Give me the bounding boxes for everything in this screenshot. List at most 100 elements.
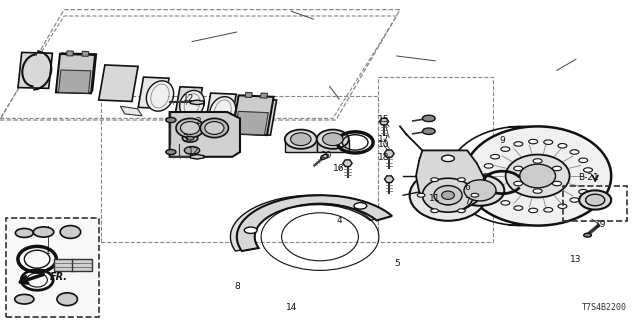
Text: 7: 7	[465, 197, 470, 206]
Ellipse shape	[464, 126, 611, 226]
Text: 8: 8	[234, 282, 239, 291]
Ellipse shape	[182, 134, 198, 142]
Ellipse shape	[176, 118, 204, 138]
Polygon shape	[82, 51, 89, 56]
Ellipse shape	[456, 175, 504, 206]
Ellipse shape	[15, 294, 34, 304]
Text: 1: 1	[45, 247, 51, 256]
Ellipse shape	[514, 166, 523, 171]
Ellipse shape	[529, 208, 538, 213]
Ellipse shape	[422, 178, 474, 212]
Ellipse shape	[491, 155, 500, 159]
Polygon shape	[191, 155, 204, 159]
Polygon shape	[180, 91, 204, 117]
Polygon shape	[58, 53, 96, 91]
Bar	[285, 140, 317, 152]
Bar	[6, 218, 99, 317]
Ellipse shape	[570, 150, 579, 154]
Ellipse shape	[586, 194, 605, 206]
Ellipse shape	[317, 130, 349, 149]
Ellipse shape	[205, 122, 224, 134]
Ellipse shape	[471, 193, 479, 197]
Polygon shape	[232, 95, 274, 135]
Text: 11: 11	[429, 194, 441, 203]
Polygon shape	[343, 160, 352, 166]
Ellipse shape	[244, 227, 257, 234]
Ellipse shape	[544, 140, 553, 144]
Ellipse shape	[484, 184, 493, 188]
Polygon shape	[416, 150, 486, 211]
Bar	[54, 259, 74, 271]
Polygon shape	[205, 93, 236, 124]
Ellipse shape	[323, 133, 343, 146]
Ellipse shape	[458, 178, 465, 182]
Polygon shape	[210, 97, 236, 126]
Text: 12: 12	[183, 94, 195, 103]
Text: 10: 10	[378, 140, 390, 149]
Ellipse shape	[552, 181, 561, 186]
Ellipse shape	[482, 174, 491, 178]
Ellipse shape	[533, 189, 542, 193]
Text: 19: 19	[595, 220, 606, 229]
Bar	[563, 186, 627, 221]
Ellipse shape	[552, 166, 561, 171]
Ellipse shape	[501, 147, 510, 151]
Ellipse shape	[422, 115, 435, 122]
Ellipse shape	[484, 164, 493, 168]
Polygon shape	[18, 52, 52, 88]
Ellipse shape	[558, 204, 567, 208]
Ellipse shape	[558, 144, 567, 148]
Text: 6: 6	[465, 183, 470, 192]
Ellipse shape	[520, 164, 556, 188]
Text: 2: 2	[196, 117, 201, 126]
Ellipse shape	[584, 168, 593, 172]
Polygon shape	[191, 100, 204, 105]
Ellipse shape	[506, 155, 570, 197]
Text: 20: 20	[321, 151, 332, 160]
Ellipse shape	[579, 190, 611, 210]
Polygon shape	[120, 106, 142, 116]
Ellipse shape	[422, 128, 435, 134]
Ellipse shape	[584, 233, 591, 237]
Ellipse shape	[579, 189, 588, 194]
Ellipse shape	[200, 118, 228, 138]
Ellipse shape	[166, 149, 176, 155]
Polygon shape	[384, 150, 394, 157]
Polygon shape	[385, 176, 394, 182]
Polygon shape	[260, 93, 268, 98]
Ellipse shape	[464, 180, 496, 201]
Polygon shape	[170, 112, 240, 157]
Ellipse shape	[285, 130, 317, 149]
Polygon shape	[236, 99, 276, 135]
Ellipse shape	[180, 122, 200, 134]
Bar	[72, 259, 92, 271]
Text: 17: 17	[378, 135, 390, 144]
Text: 4: 4	[337, 216, 342, 225]
Ellipse shape	[544, 208, 553, 212]
Ellipse shape	[410, 170, 486, 221]
Polygon shape	[67, 51, 74, 56]
Polygon shape	[175, 87, 202, 115]
Ellipse shape	[417, 193, 425, 197]
Ellipse shape	[431, 178, 438, 182]
Ellipse shape	[442, 198, 454, 205]
Ellipse shape	[184, 147, 200, 154]
Polygon shape	[380, 118, 388, 125]
Text: 9: 9	[500, 136, 505, 145]
Text: 3: 3	[183, 134, 188, 143]
Ellipse shape	[514, 142, 523, 146]
Wedge shape	[230, 195, 386, 251]
Ellipse shape	[291, 133, 311, 146]
Polygon shape	[58, 70, 91, 93]
Ellipse shape	[434, 186, 462, 205]
Ellipse shape	[442, 191, 454, 199]
Polygon shape	[99, 65, 138, 101]
Ellipse shape	[354, 203, 367, 209]
Ellipse shape	[514, 206, 523, 210]
Text: 12: 12	[188, 147, 199, 156]
Text: 5: 5	[394, 259, 399, 268]
Text: FR.: FR.	[50, 272, 68, 283]
Ellipse shape	[60, 226, 81, 238]
Ellipse shape	[570, 198, 579, 202]
Polygon shape	[56, 54, 95, 93]
